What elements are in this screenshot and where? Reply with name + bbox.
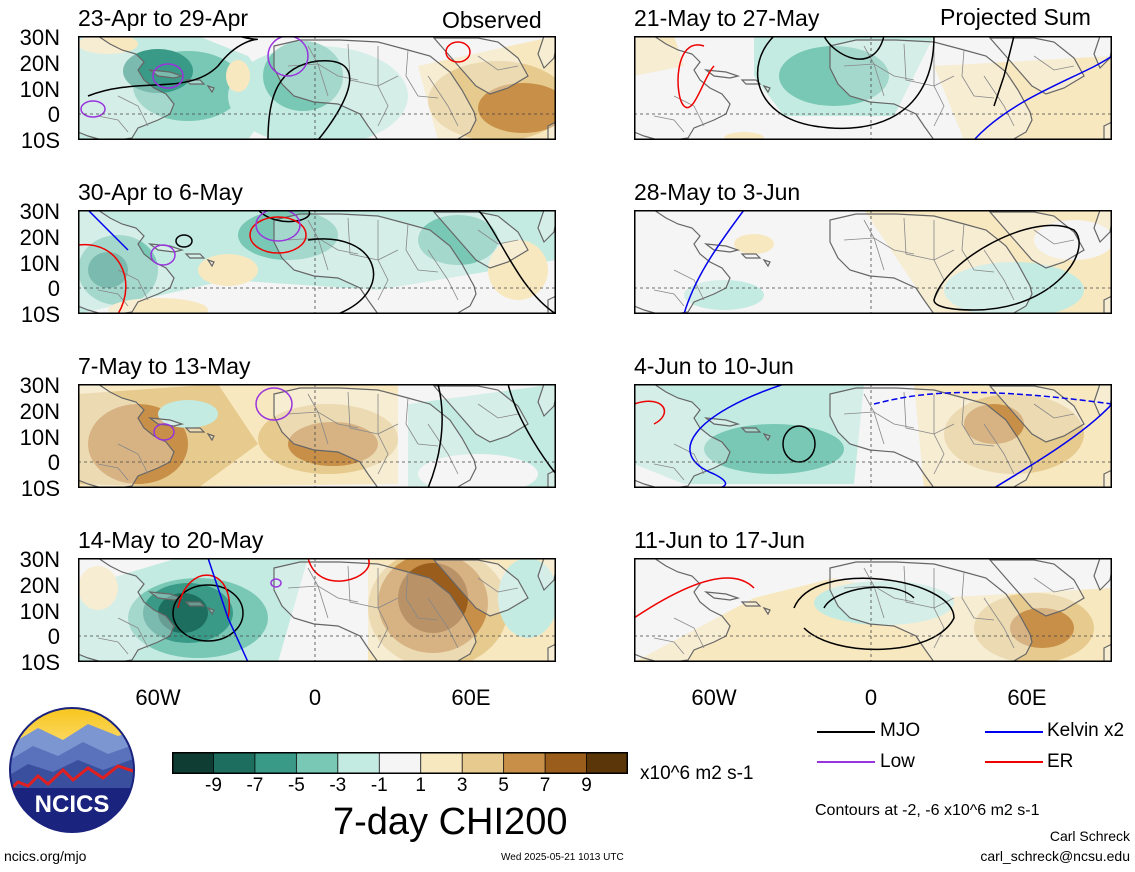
- contours-note: Contours at -2, -6 x10^6 m2 s-1: [815, 802, 1040, 819]
- legend-label-kelvin: Kelvin x2: [1047, 720, 1125, 741]
- colorbar-units: x10^6 m2 s-1: [640, 763, 754, 784]
- panel-title: 14-May to 20-May: [78, 527, 264, 553]
- colorbar-swatch: [503, 752, 546, 774]
- map-panel: [78, 36, 556, 140]
- colorbar-swatch: [586, 752, 628, 774]
- lon-tick-label: 60E: [451, 685, 491, 710]
- lon-tick-label: 0: [864, 685, 878, 710]
- lat-tick-label: 30N: [19, 547, 60, 572]
- website-link[interactable]: ncics.org/mjo: [4, 848, 87, 864]
- map-panel: [634, 558, 1112, 662]
- colorbar-label: 3: [456, 775, 468, 796]
- lat-tick-label: 10S: [20, 650, 60, 675]
- colorbar-swatch: [254, 752, 298, 774]
- panel-title: 28-May to 3-Jun: [634, 179, 801, 205]
- legend-label-mjo: MJO: [880, 720, 921, 741]
- lon-tick-label: 0: [308, 685, 322, 710]
- panel-title: 11-Jun to 17-Jun: [634, 527, 805, 553]
- main-title: 7-day CHI200: [333, 801, 568, 843]
- author-email: carl_schreck@ncsu.edu: [980, 848, 1130, 864]
- lon-tick-label: 60W: [135, 685, 181, 710]
- colorbar-label: 9: [581, 775, 592, 796]
- colorbar-label: 5: [498, 775, 509, 796]
- lat-tick-label: 10S: [20, 476, 60, 501]
- map-panel: [78, 210, 556, 314]
- colorbar-swatch: [213, 752, 256, 774]
- colorbar-swatch: [172, 752, 215, 774]
- lat-tick-label: 20N: [19, 225, 60, 250]
- colorbar-swatch: [544, 752, 588, 774]
- colorbar-swatch: [420, 752, 464, 774]
- lat-tick-label: 0: [47, 450, 60, 475]
- colorbar-swatch: [295, 752, 339, 774]
- colorbar-label: -9: [205, 775, 222, 796]
- lat-tick-label: 10N: [19, 77, 60, 102]
- colorbar-label: 1: [415, 775, 426, 796]
- panel-title: 23-Apr to 29-Apr: [78, 5, 249, 31]
- lon-tick-label: 60W: [691, 685, 737, 710]
- panel-title: 4-Jun to 10-Jun: [634, 353, 794, 379]
- lat-tick-label: 10N: [19, 251, 60, 276]
- lat-tick-label: 30N: [19, 373, 60, 398]
- lat-tick-label: 20N: [19, 573, 60, 598]
- colorbar-label: -7: [246, 775, 264, 796]
- colorbar-label: 7: [539, 775, 551, 796]
- map-panel: [634, 384, 1112, 488]
- lat-tick-label: 0: [47, 102, 60, 127]
- ncics-logo: NCICS: [9, 707, 135, 833]
- colorbar-swatch: [337, 752, 381, 774]
- lat-tick-label: 10S: [20, 302, 60, 327]
- map-panel: [78, 384, 556, 488]
- logo-text: NCICS: [35, 791, 110, 818]
- legend-label-er: ER: [1047, 751, 1074, 772]
- colorbar-label: -5: [287, 775, 305, 796]
- colorbar-swatch: [378, 752, 422, 774]
- colorbar-swatch: [461, 752, 505, 774]
- line-legend: [817, 731, 1043, 763]
- colorbar-label: -3: [329, 775, 347, 796]
- timestamp: Wed 2025-05-21 1013 UTC: [501, 852, 624, 863]
- map-panel: [634, 36, 1112, 140]
- lon-tick-label: 60E: [1007, 685, 1047, 710]
- lat-tick-label: 10N: [19, 599, 60, 624]
- panel-title: 7-May to 13-May: [78, 353, 251, 379]
- lat-tick-label: 10N: [19, 425, 60, 450]
- legend-label-low: Low: [880, 751, 915, 772]
- panel-title: 21-May to 27-May: [634, 5, 820, 31]
- lat-tick-label: 10S: [20, 128, 60, 153]
- panel-title: 30-Apr to 6-May: [78, 179, 243, 205]
- map-panel: [78, 558, 556, 662]
- lat-tick-label: 30N: [19, 25, 60, 50]
- colorbar-label: -1: [370, 775, 388, 796]
- colorbar: [172, 752, 628, 774]
- lat-tick-label: 30N: [19, 199, 60, 224]
- projected-tag: Projected Sum: [940, 4, 1091, 30]
- author-credit: Carl Schreck: [1049, 828, 1130, 844]
- lat-tick-label: 0: [47, 624, 60, 649]
- observed-tag: Observed: [442, 7, 542, 33]
- lat-tick-label: 0: [47, 276, 60, 301]
- lat-tick-label: 20N: [19, 399, 60, 424]
- map-panel: [634, 210, 1112, 314]
- lat-tick-label: 20N: [19, 51, 60, 76]
